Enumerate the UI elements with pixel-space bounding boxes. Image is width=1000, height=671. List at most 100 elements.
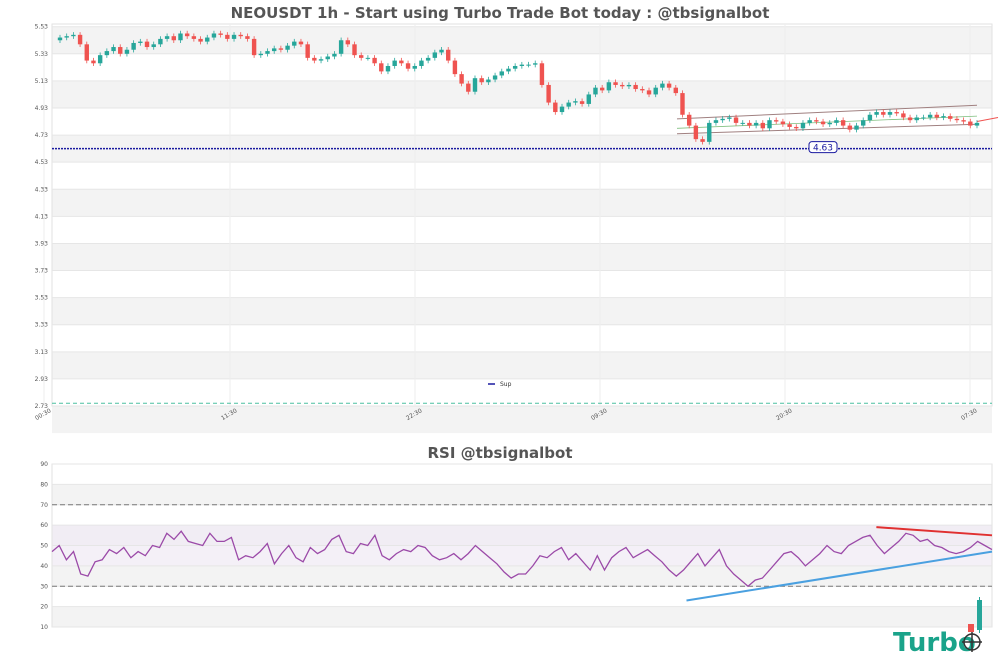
- candle-body: [419, 60, 424, 66]
- candle-body: [251, 38, 257, 56]
- candle-body: [77, 34, 83, 45]
- candle-body: [974, 122, 980, 126]
- candle-body: [640, 89, 645, 91]
- y-tick-label: 4.53: [35, 159, 49, 166]
- candle-body: [693, 125, 699, 140]
- candle-body: [968, 121, 973, 126]
- channel-line-lower: [676, 123, 978, 135]
- candle-body: [205, 37, 210, 42]
- candle-body: [97, 55, 103, 64]
- y-tick-label: 40: [40, 563, 48, 570]
- candle-body: [753, 122, 759, 126]
- y-tick-label: 50: [40, 543, 48, 550]
- candle-body: [780, 121, 786, 125]
- candle-body: [425, 57, 431, 61]
- candle-body: [686, 114, 692, 126]
- legend: Sup: [488, 381, 512, 388]
- candle-body: [620, 84, 625, 87]
- candle-body: [158, 38, 163, 45]
- grid-band: [52, 297, 992, 325]
- candle-body: [84, 44, 89, 61]
- candle-body: [586, 94, 591, 104]
- price-chart-title: NEOUSDT 1h - Start using Turbo Trade Bot…: [231, 4, 770, 22]
- candle-body: [332, 53, 337, 57]
- rsi-chart-title: RSI @tbsignalbot: [427, 444, 572, 462]
- candle-body: [874, 112, 879, 115]
- candle-body: [499, 71, 504, 76]
- grid-band: [52, 606, 992, 627]
- y-tick-label: 80: [40, 481, 48, 488]
- y-tick-label: 20: [40, 604, 48, 611]
- grid-band: [52, 351, 992, 379]
- candle-body: [379, 63, 384, 72]
- candle-body: [218, 33, 223, 35]
- candle-body: [901, 113, 906, 118]
- candle-body: [720, 118, 725, 121]
- candle-body: [64, 36, 69, 38]
- y-tick-label: 3.73: [35, 268, 49, 275]
- candle-body: [559, 106, 565, 113]
- candle-body: [646, 90, 652, 95]
- candle-body: [486, 79, 491, 83]
- candle-body: [566, 102, 571, 107]
- candle-body: [104, 51, 110, 56]
- candle-body: [914, 117, 919, 121]
- candle-body: [800, 122, 806, 129]
- candle-body: [666, 83, 672, 88]
- candle-body: [512, 65, 518, 69]
- support-label-box: [808, 141, 838, 154]
- candle-body: [834, 120, 839, 123]
- y-tick-label: 5.13: [35, 78, 49, 85]
- y-tick-label: 2.93: [35, 376, 49, 383]
- grid-band: [52, 243, 992, 271]
- candle-body: [305, 44, 310, 58]
- support-label-text: 4.63: [813, 144, 833, 154]
- candle-body: [292, 41, 297, 46]
- price-panel: 5.53 5.33 5.13 4.93 4.73 4.53 4.33 4.13 3.93 3.73…: [34, 23, 999, 434]
- candle-body: [861, 120, 866, 126]
- y-tick-label: 4.33: [35, 186, 49, 193]
- candle-body: [399, 60, 404, 64]
- candle-body: [747, 122, 752, 126]
- candle-body: [466, 83, 471, 92]
- candle-body: [887, 112, 893, 115]
- candle-body: [338, 40, 344, 54]
- candle-body: [452, 60, 458, 75]
- rsi-line: [51, 530, 993, 588]
- candle-body: [807, 120, 812, 123]
- candle-body: [71, 34, 76, 37]
- support-label: 4.63: [808, 141, 838, 154]
- candle-body: [271, 48, 277, 52]
- candle-body: [365, 57, 371, 59]
- candle-body: [794, 126, 799, 129]
- candle-body: [258, 53, 264, 56]
- candle-body: [57, 37, 63, 41]
- candle-body: [700, 139, 705, 142]
- candle-body: [820, 121, 826, 125]
- y-tick-label: 3.93: [35, 240, 49, 247]
- candle-body: [184, 33, 190, 37]
- candle-body: [211, 33, 217, 38]
- y-tick-label: 3.33: [35, 322, 49, 329]
- grid-band: [52, 565, 992, 587]
- candle-body: [948, 116, 953, 119]
- candle-body: [660, 83, 665, 88]
- candle-body: [941, 116, 946, 118]
- y-tick-label: 70: [40, 502, 48, 509]
- grid-band: [52, 406, 992, 434]
- candle-body: [894, 112, 899, 114]
- candle-body: [881, 112, 886, 115]
- candle-body: [827, 122, 832, 125]
- turbo-logo: Turbo: [893, 597, 982, 658]
- candle-body: [927, 114, 933, 118]
- y-tick-label: 10: [40, 624, 48, 631]
- candle-body: [278, 48, 284, 50]
- candle-body: [352, 44, 357, 56]
- candle-body: [459, 74, 464, 84]
- candle-body: [151, 44, 156, 48]
- candle-body: [164, 36, 170, 39]
- candle-body: [412, 65, 417, 69]
- candle-body: [573, 101, 578, 103]
- candle-body: [713, 120, 719, 123]
